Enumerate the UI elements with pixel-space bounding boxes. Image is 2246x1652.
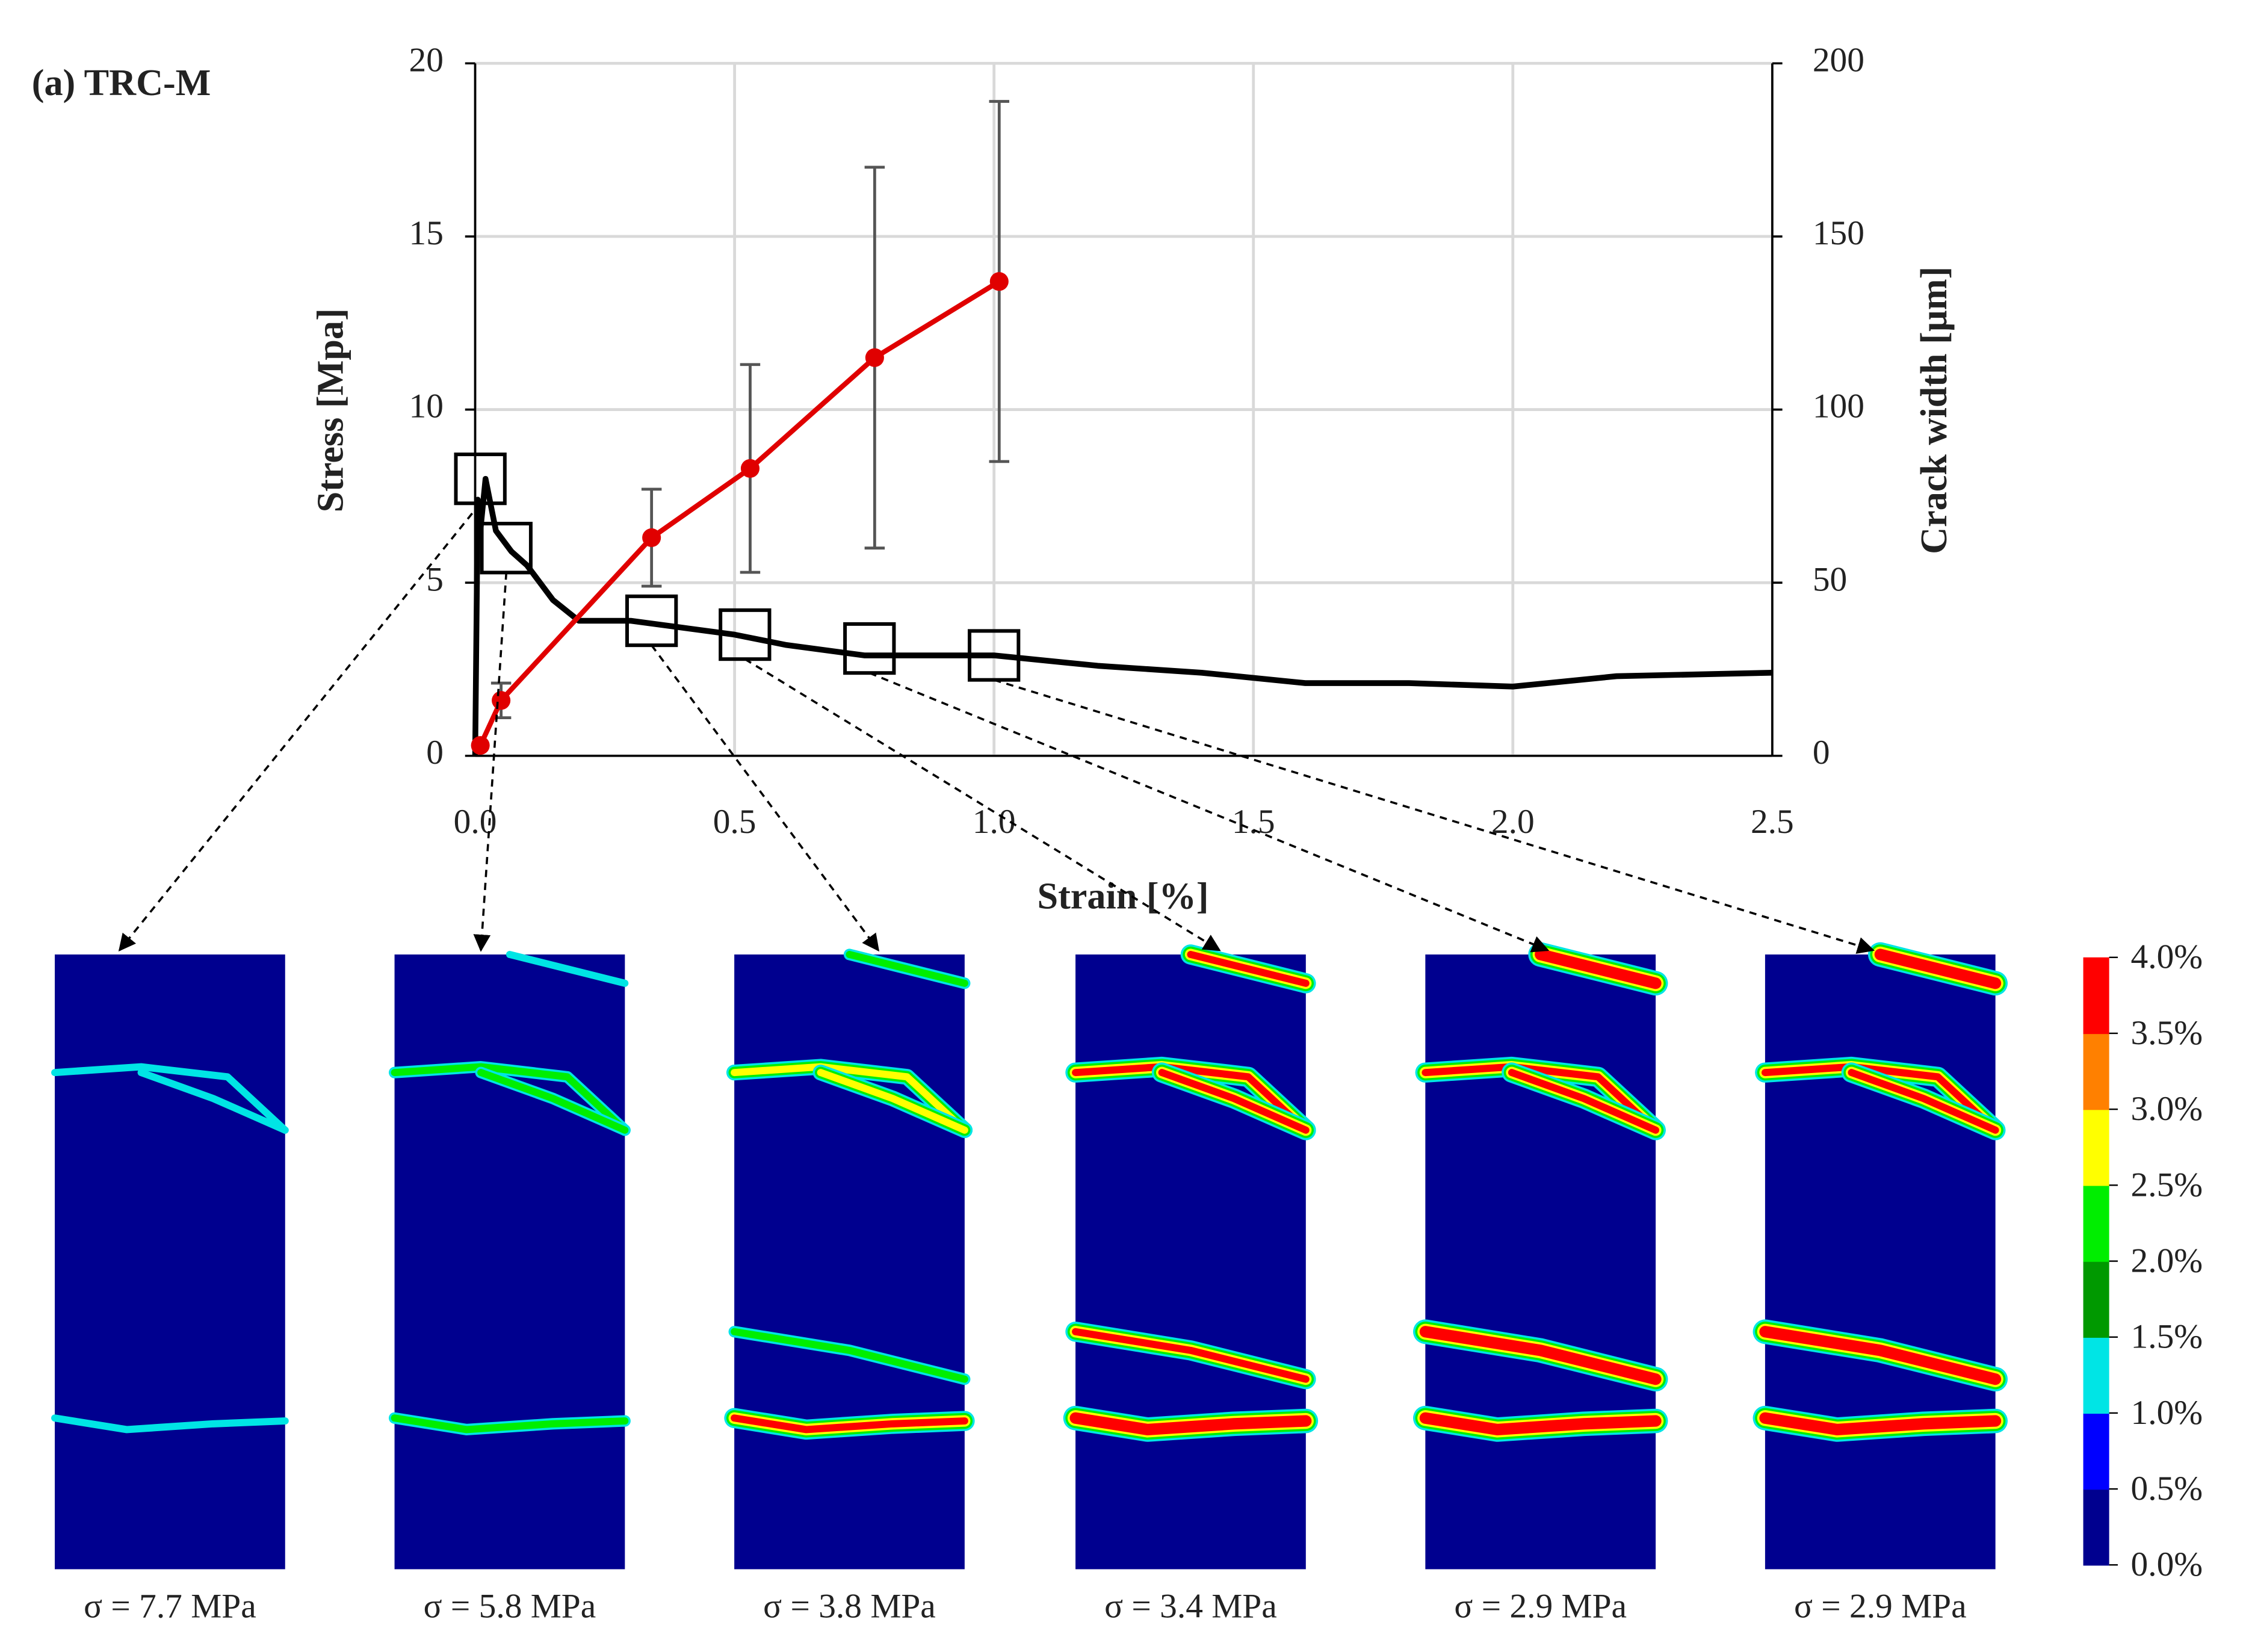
panel-label: σ = 5.8 MPa xyxy=(424,1588,596,1626)
colorbar-label: 1.5% xyxy=(2131,1318,2203,1356)
panel-label: σ = 3.8 MPa xyxy=(763,1588,936,1626)
crack xyxy=(1759,1326,2002,1385)
y-tick-label: 15 xyxy=(409,214,443,252)
line xyxy=(472,475,1772,756)
crack xyxy=(391,1414,629,1434)
colorbar-segment xyxy=(2083,1033,2109,1110)
box-marker xyxy=(843,622,896,675)
crack xyxy=(51,1063,289,1134)
crack xyxy=(1158,1069,1310,1134)
x-tick-label: 1.0 xyxy=(973,803,1016,841)
crack xyxy=(51,1414,289,1434)
panel-label: σ = 3.4 MPa xyxy=(1104,1588,1277,1626)
crack xyxy=(846,951,968,987)
crack xyxy=(1187,951,1310,987)
x-tick-label: 1.5 xyxy=(1232,803,1275,841)
crack xyxy=(391,1063,629,1134)
point xyxy=(492,691,511,710)
x-axis-title: Strain [%] xyxy=(1037,876,1208,917)
x-tick-label: 0.5 xyxy=(713,803,756,841)
colorbar-label: 3.0% xyxy=(2131,1090,2203,1128)
crack xyxy=(1508,1069,1660,1134)
line xyxy=(478,279,1001,747)
colorbar-segment xyxy=(2083,1337,2109,1414)
colorbar-label: 3.5% xyxy=(2131,1014,2203,1052)
panel-label: σ = 2.9 MPa xyxy=(1794,1588,1967,1626)
y-tick-label: 10 xyxy=(409,388,443,425)
arrow xyxy=(118,503,481,952)
crack xyxy=(1419,1412,1662,1435)
crack xyxy=(1535,948,1662,989)
crack xyxy=(817,1069,968,1134)
point xyxy=(642,528,661,547)
point xyxy=(865,348,884,367)
crack xyxy=(1072,1328,1310,1383)
chart-title: (a) TRC-M xyxy=(32,63,211,104)
crack xyxy=(137,1069,289,1134)
crack xyxy=(1422,1063,1660,1134)
crack xyxy=(1072,1063,1310,1134)
crack xyxy=(731,1328,968,1383)
point xyxy=(989,272,1009,291)
colorbar-segment xyxy=(2083,1109,2109,1186)
crack xyxy=(1848,1069,1999,1134)
point xyxy=(471,736,490,755)
arrow xyxy=(651,645,880,952)
crack xyxy=(1069,1412,1312,1435)
colorbar-segment xyxy=(2083,957,2109,1035)
contour-panel xyxy=(394,954,625,1570)
y2-axis-title: Crack width [µm] xyxy=(1914,267,1955,554)
colorbar-label: 0.0% xyxy=(2131,1545,2203,1583)
crack xyxy=(1759,1412,2002,1435)
colorbar-segment xyxy=(2083,1412,2109,1490)
y2-tick-label: 50 xyxy=(1813,560,1847,598)
colorbar-label: 0.5% xyxy=(2131,1470,2203,1508)
y2-tick-label: 0 xyxy=(1813,734,1830,772)
colorbar-segment xyxy=(2083,1261,2109,1338)
crack xyxy=(731,1063,968,1134)
contour-panel xyxy=(1765,954,1996,1570)
crack xyxy=(477,1069,629,1134)
y2-tick-label: 150 xyxy=(1813,214,1864,252)
x-tick-label: 2.5 xyxy=(1751,803,1794,841)
box-marker xyxy=(719,608,772,661)
y-tick-label: 0 xyxy=(426,734,444,772)
y-tick-label: 20 xyxy=(409,41,443,79)
panel-label: σ = 2.9 MPa xyxy=(1454,1588,1627,1626)
arrow xyxy=(869,672,1550,953)
contour-panel xyxy=(1075,954,1306,1570)
box-marker xyxy=(968,629,1021,682)
arrow xyxy=(744,658,1221,951)
y-axis-title: Stress [Mpa] xyxy=(310,308,351,512)
y2-tick-label: 100 xyxy=(1813,388,1864,425)
crack xyxy=(1874,948,2002,989)
point xyxy=(740,459,760,478)
crack xyxy=(731,1414,968,1434)
crack xyxy=(1419,1326,1662,1385)
box-marker xyxy=(454,452,507,506)
colorbar-label: 4.0% xyxy=(2131,938,2203,976)
arrow xyxy=(473,572,508,952)
y2-tick-label: 200 xyxy=(1813,41,1864,79)
colorbar-segment xyxy=(2083,1185,2109,1262)
colorbar-segment xyxy=(2083,1489,2109,1566)
contour-panel xyxy=(55,954,285,1570)
colorbar-label: 2.0% xyxy=(2131,1242,2203,1279)
crack xyxy=(1761,1063,1999,1134)
arrow xyxy=(994,678,1875,954)
colorbar-label: 1.0% xyxy=(2131,1394,2203,1432)
crack xyxy=(506,951,629,987)
contour-panel xyxy=(1425,954,1656,1570)
contour-panel xyxy=(734,954,965,1570)
x-tick-label: 2.0 xyxy=(1491,803,1535,841)
panel-label: σ = 7.7 MPa xyxy=(84,1588,256,1626)
colorbar-label: 2.5% xyxy=(2131,1166,2203,1204)
